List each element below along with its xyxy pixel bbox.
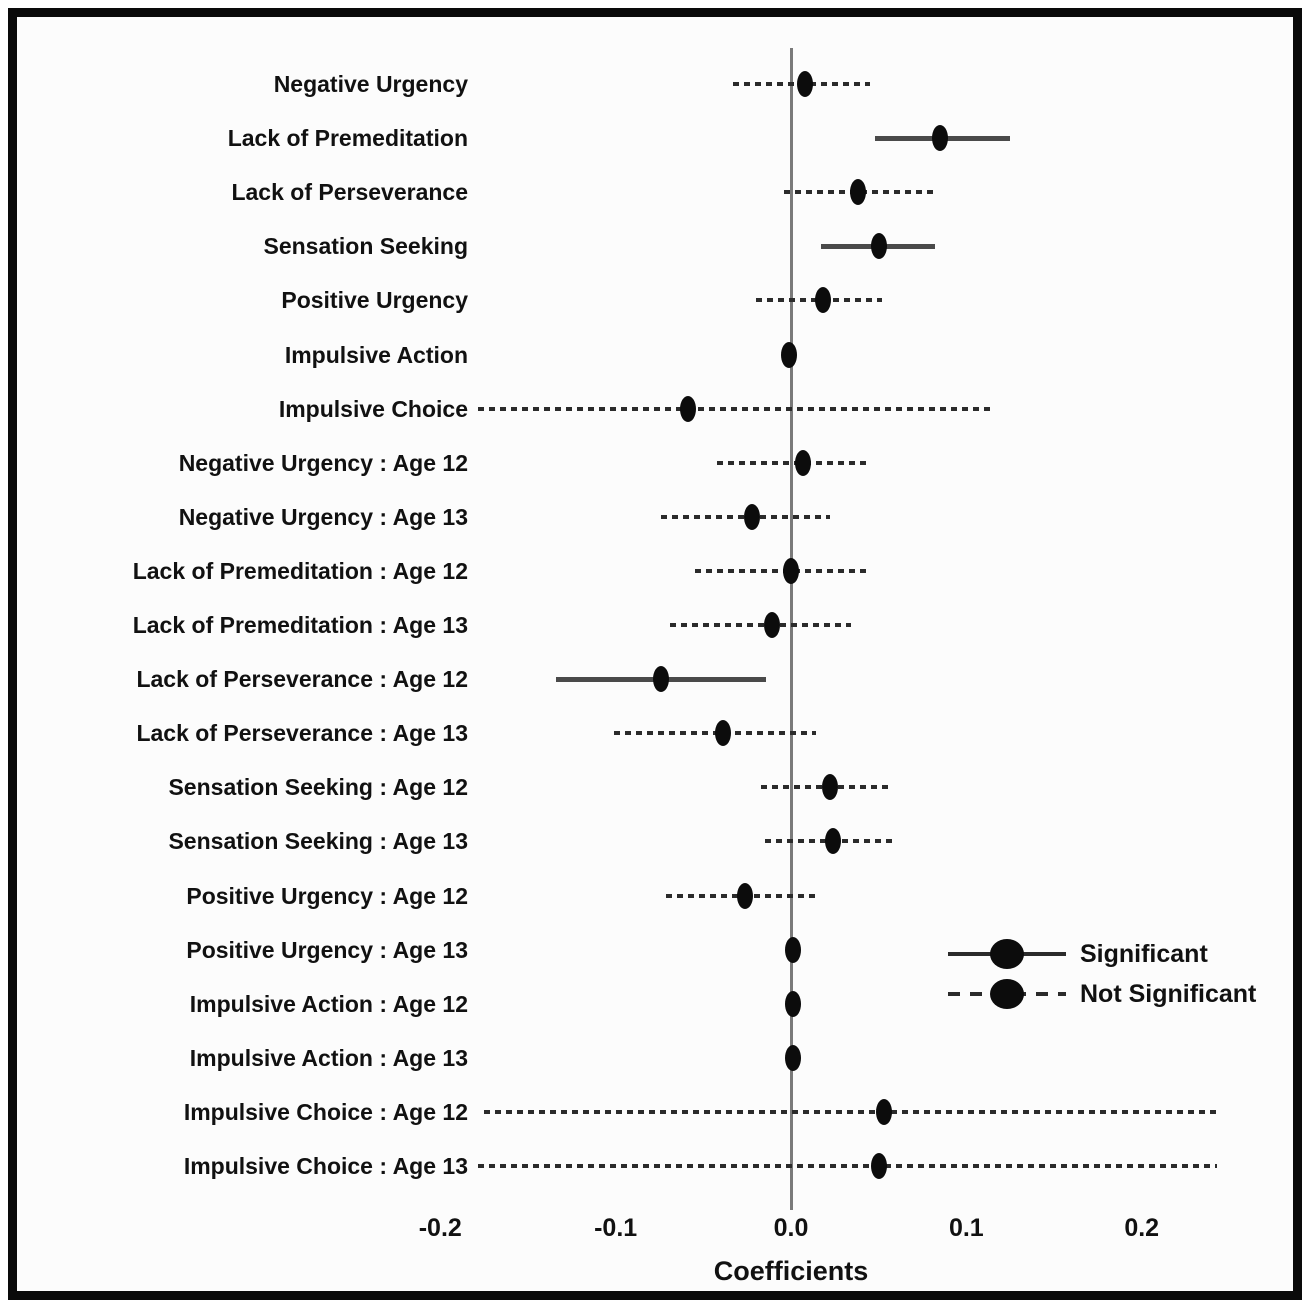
row-label: Impulsive Choice : Age 13 xyxy=(183,1153,468,1179)
legend-swatch-dashed xyxy=(948,979,1066,1009)
point-marker xyxy=(875,1098,892,1125)
row-label: Lack of Perseverance : Age 12 xyxy=(136,666,468,693)
point-marker xyxy=(795,449,812,476)
point-marker xyxy=(784,1044,801,1071)
point-marker xyxy=(744,503,761,530)
confidence-interval-line-dashed xyxy=(478,1164,1218,1168)
point-marker-icon xyxy=(990,979,1024,1009)
row-label: Lack of Premeditation : Age 13 xyxy=(132,612,468,638)
point-marker xyxy=(870,233,887,260)
row-label: Lack of Premeditation xyxy=(227,125,468,152)
x-tick-label: 0.2 xyxy=(1124,1214,1160,1242)
point-marker xyxy=(784,936,801,963)
row-label: Negative Urgency : Age 12 xyxy=(178,449,468,476)
row-label: Impulsive Action xyxy=(284,341,468,368)
row-label: Lack of Perseverance : Age 13 xyxy=(136,720,468,747)
x-tick-label: 0.1 xyxy=(948,1214,984,1242)
row-label: Negative Urgency : Age 13 xyxy=(178,503,468,530)
point-marker xyxy=(870,1153,887,1179)
confidence-interval-line-dashed xyxy=(484,1109,1218,1114)
row-label: Impulsive Action : Age 13 xyxy=(189,1044,468,1071)
confidence-interval-line-dashed xyxy=(717,460,869,465)
row-label: Negative Urgency xyxy=(273,71,468,97)
x-tick-label: -0.1 xyxy=(594,1214,638,1242)
x-axis-title: Coefficients xyxy=(713,1256,869,1286)
legend-entry-not-significant: Not Significant xyxy=(948,974,1278,1014)
legend-entry-significant: Significant xyxy=(948,934,1278,974)
point-marker xyxy=(797,71,814,97)
point-marker xyxy=(679,395,696,422)
row-label: Impulsive Action : Age 12 xyxy=(189,990,468,1017)
row-label: Positive Urgency : Age 12 xyxy=(186,882,468,909)
point-marker xyxy=(781,341,798,368)
row-label: Sensation Seeking xyxy=(263,233,468,260)
legend-label-significant: Significant xyxy=(1080,939,1208,968)
point-marker-icon xyxy=(990,939,1024,969)
figure-border-frame xyxy=(8,8,1302,1300)
row-label: Impulsive Choice : Age 12 xyxy=(183,1098,468,1125)
point-marker xyxy=(814,287,831,314)
point-marker xyxy=(737,882,754,909)
row-label: Positive Urgency xyxy=(281,287,468,314)
row-label: Sensation Seeking : Age 12 xyxy=(168,774,468,801)
row-label: Lack of Perseverance xyxy=(231,179,468,206)
x-tick-label: -0.2 xyxy=(418,1214,462,1242)
point-marker xyxy=(783,557,799,584)
point-marker xyxy=(763,612,780,638)
point-marker xyxy=(825,828,842,855)
point-marker xyxy=(784,990,801,1017)
legend: Significant Not Significant xyxy=(948,934,1278,1014)
row-label: Sensation Seeking : Age 13 xyxy=(168,828,468,855)
zero-reference-line xyxy=(789,48,793,1210)
x-tick-label: 0.0 xyxy=(773,1214,809,1242)
confidence-interval-line-dashed xyxy=(670,623,851,627)
point-marker xyxy=(932,125,949,152)
point-marker xyxy=(849,179,866,206)
legend-label-not-significant: Not Significant xyxy=(1080,979,1257,1008)
confidence-interval-line-dashed xyxy=(694,568,869,573)
point-marker xyxy=(714,720,731,747)
confidence-interval-line-dashed xyxy=(478,406,993,411)
legend-swatch-solid xyxy=(948,939,1066,969)
row-label: Impulsive Choice xyxy=(278,395,468,422)
row-label: Lack of Premeditation : Age 12 xyxy=(132,557,468,584)
point-marker xyxy=(821,774,838,801)
point-marker xyxy=(653,666,670,693)
row-label: Positive Urgency : Age 13 xyxy=(186,936,468,963)
